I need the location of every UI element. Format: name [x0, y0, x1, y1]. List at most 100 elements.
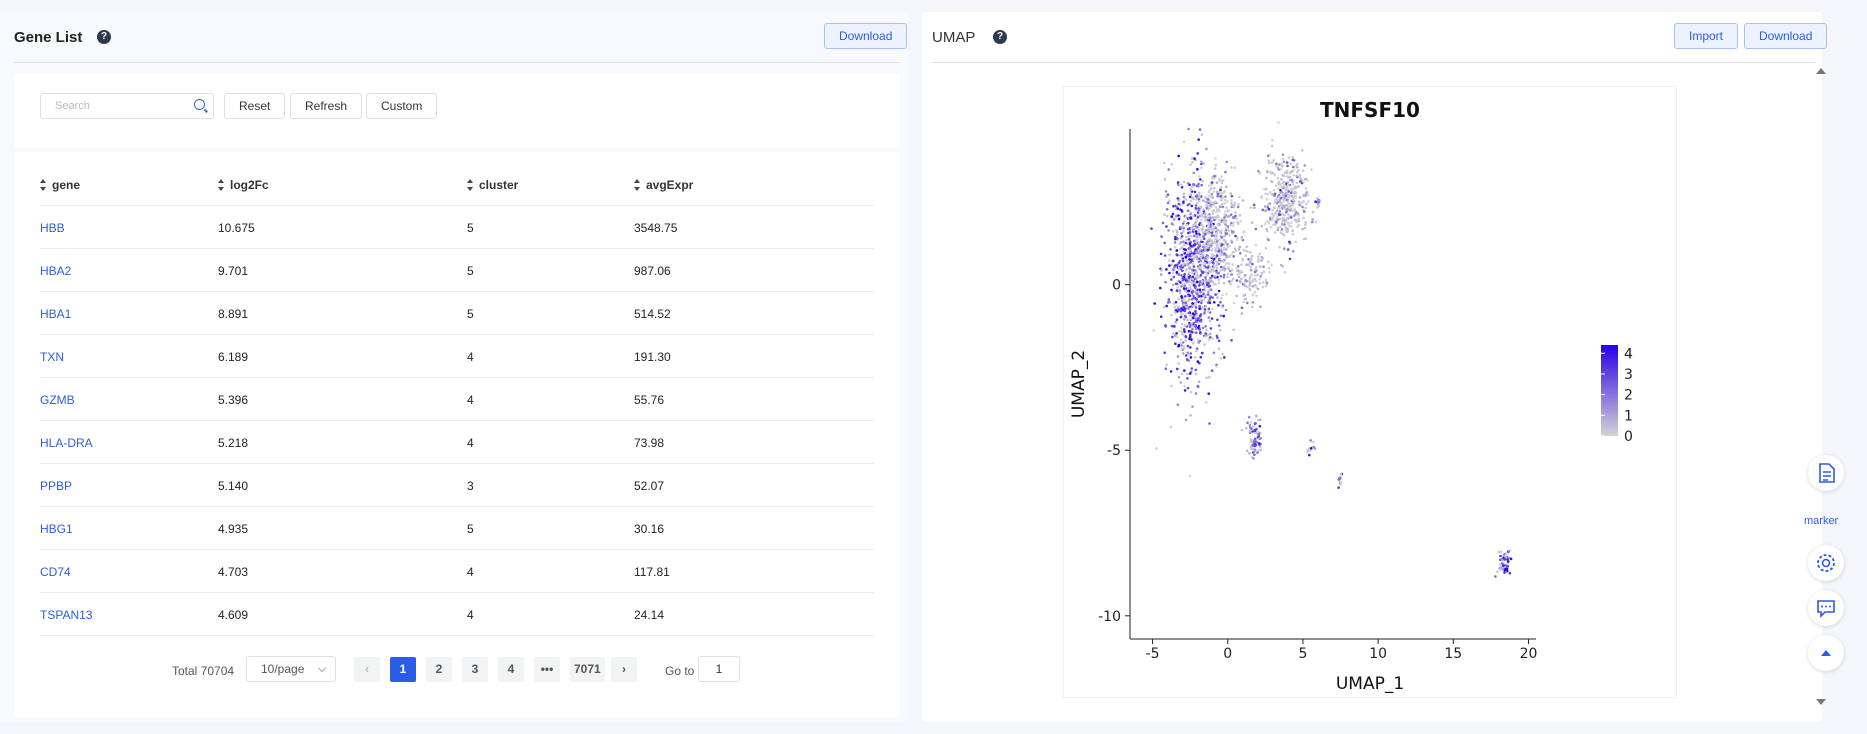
cell-point: [1199, 255, 1202, 259]
cell-point: [1251, 447, 1255, 451]
gene-link[interactable]: GZMB: [40, 393, 75, 407]
cell-point: [1296, 171, 1299, 174]
gene-link[interactable]: HBA2: [40, 264, 72, 278]
cell-point: [1200, 183, 1203, 187]
cell-point: [1226, 272, 1230, 276]
column-header-gene[interactable]: gene: [40, 178, 80, 192]
scroll-up-arrow[interactable]: [1816, 68, 1826, 74]
cell-point: [1298, 195, 1302, 199]
cell-point: [1180, 344, 1183, 347]
cell-point: [1183, 219, 1186, 223]
cell-point: [1185, 223, 1189, 227]
next-page-button[interactable]: ›: [611, 657, 637, 682]
sort-icon[interactable]: [40, 179, 47, 191]
cell-point: [1254, 279, 1258, 283]
column-header-log2fc[interactable]: log2Fc: [218, 178, 269, 192]
cell-point: [1234, 214, 1237, 218]
cell-point: [1221, 352, 1224, 356]
cell-point: [1198, 328, 1201, 331]
page-button[interactable]: 2: [426, 657, 452, 682]
cell-point: [1206, 225, 1210, 228]
cell-point: [1223, 246, 1226, 250]
cell-point: [1211, 212, 1215, 216]
cell-point: [1230, 273, 1234, 276]
cell-cluster: 4: [467, 436, 474, 450]
reset-button[interactable]: Reset: [224, 93, 286, 119]
gene-link[interactable]: TSPAN13: [40, 608, 93, 622]
page-ellipsis-button[interactable]: •••: [534, 657, 560, 682]
settings-icon-button[interactable]: [1808, 545, 1844, 581]
gene-link[interactable]: TXN: [40, 350, 64, 364]
gene-link[interactable]: PPBP: [40, 479, 73, 493]
cell-point: [1251, 443, 1254, 447]
page-button[interactable]: 7071: [570, 657, 605, 682]
cell-point: [1194, 306, 1198, 309]
cell-point: [1245, 449, 1249, 453]
umap-header: UMAP ? Import Download: [922, 12, 1828, 62]
message-icon-button[interactable]: [1808, 590, 1844, 626]
page-button[interactable]: 4: [498, 657, 524, 682]
gene-link[interactable]: HBA1: [40, 307, 72, 321]
cell-point: [1289, 162, 1293, 165]
cell-point: [1281, 197, 1285, 201]
cell-point: [1215, 237, 1218, 241]
search-input[interactable]: [41, 94, 181, 118]
cell-point: [1232, 221, 1235, 225]
cell-point: [1310, 220, 1314, 224]
gene-link[interactable]: HBG1: [40, 522, 73, 536]
cell-point: [1272, 158, 1275, 162]
custom-button[interactable]: Custom: [366, 93, 438, 119]
cell-point: [1184, 241, 1188, 245]
document-icon-button[interactable]: [1808, 455, 1844, 491]
cell-point: [1208, 298, 1211, 301]
cell-point: [1292, 174, 1295, 177]
cell-point: [1195, 184, 1199, 188]
cell-point: [1174, 342, 1177, 345]
cell-point: [1248, 275, 1252, 279]
cell-point: [1339, 472, 1343, 476]
prev-page-button[interactable]: ‹: [354, 657, 380, 682]
cell-point: [1173, 325, 1176, 328]
goto-page-input[interactable]: 1: [698, 656, 740, 682]
help-icon[interactable]: ?: [993, 30, 1007, 44]
sort-icon[interactable]: [467, 179, 474, 191]
help-icon[interactable]: ?: [97, 30, 111, 44]
cell-log2fc: 5.140: [218, 479, 249, 493]
cell-point: [1180, 372, 1184, 376]
sort-icon[interactable]: [634, 179, 641, 191]
page-button[interactable]: 1: [390, 657, 416, 682]
cell-point: [1242, 300, 1245, 304]
import-button[interactable]: Import: [1674, 23, 1739, 49]
scroll-down-arrow[interactable]: [1816, 699, 1826, 705]
download-button[interactable]: Download: [1744, 23, 1828, 49]
cell-point: [1305, 450, 1309, 454]
page-size-select[interactable]: 10/page: [246, 656, 336, 682]
search-icon[interactable]: [194, 99, 205, 110]
page-button[interactable]: 3: [462, 657, 488, 682]
cell-point: [1189, 333, 1192, 337]
cell-point: [1209, 244, 1213, 248]
cell-point: [1163, 241, 1166, 245]
download-button[interactable]: Download: [824, 23, 908, 49]
cell-point: [1198, 223, 1201, 226]
gene-link[interactable]: HLA-DRA: [40, 436, 93, 450]
cell-point: [1280, 190, 1283, 194]
cell-point: [1182, 230, 1185, 233]
gene-link[interactable]: HBB: [40, 221, 65, 235]
column-header-avgexpr[interactable]: avgExpr: [634, 178, 693, 192]
table-row: PPBP 5.140 3 52.07: [40, 463, 874, 506]
cell-point: [1196, 293, 1199, 296]
gene-link[interactable]: CD74: [40, 565, 71, 579]
cell-point: [1190, 204, 1194, 208]
cell-point: [1194, 207, 1198, 210]
refresh-button[interactable]: Refresh: [290, 93, 363, 119]
sort-icon[interactable]: [218, 179, 225, 191]
back-to-top-button[interactable]: [1808, 635, 1844, 671]
cell-point: [1184, 315, 1188, 319]
cell-point: [1251, 305, 1254, 309]
column-header-cluster[interactable]: cluster: [467, 178, 518, 192]
marker-link[interactable]: marker: [1804, 515, 1839, 527]
cell-point: [1225, 262, 1228, 265]
cell-point: [1182, 303, 1186, 306]
cell-point: [1284, 226, 1287, 229]
